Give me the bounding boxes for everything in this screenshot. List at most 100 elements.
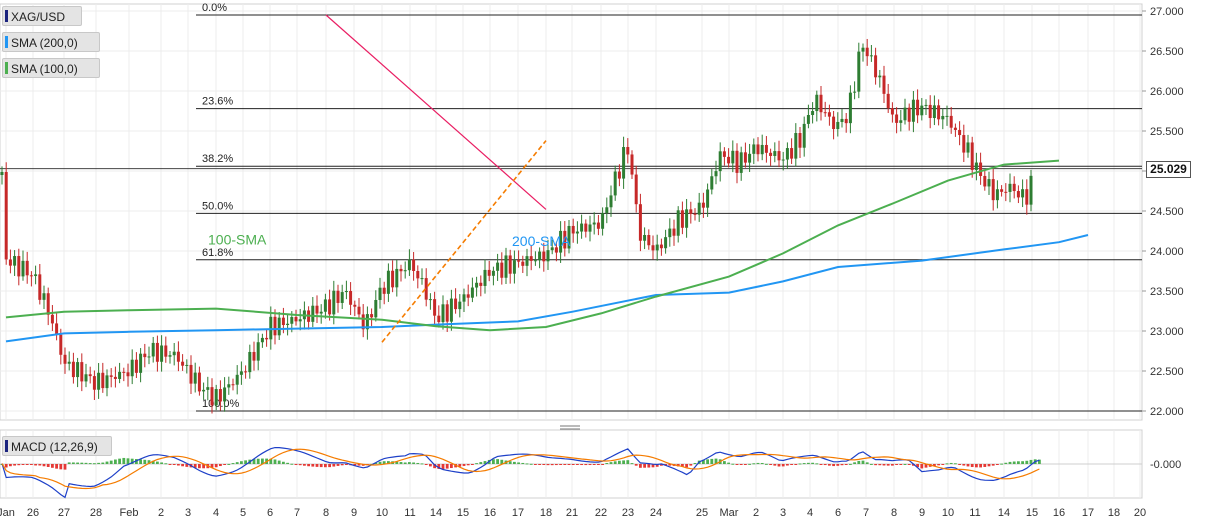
macd-histogram-bar	[907, 464, 911, 465]
macd-histogram-bar	[21, 464, 25, 466]
macd-histogram-bar	[592, 464, 596, 465]
y-tick-label: 24.000	[1150, 246, 1184, 258]
macd-histogram-bar	[261, 458, 264, 464]
x-tick-label: 5	[240, 507, 246, 519]
candle-body	[878, 75, 882, 78]
x-tick-label: 8	[323, 507, 329, 519]
candle-body	[664, 237, 668, 249]
candle-body	[483, 269, 487, 286]
macd-histogram-bar	[307, 464, 310, 467]
candle-body	[895, 114, 899, 123]
candle-body	[231, 384, 235, 386]
macd-histogram-bar	[878, 464, 882, 466]
candle-body	[685, 209, 689, 228]
candle-body	[109, 375, 113, 377]
candle-body	[567, 225, 571, 249]
candle-body	[281, 317, 285, 326]
candle-body	[155, 342, 159, 362]
macd-histogram-bar	[622, 460, 625, 464]
candle-body	[643, 234, 647, 241]
macd-histogram-bar	[954, 463, 957, 465]
candle-body	[25, 260, 29, 276]
x-tick-label: Jan	[0, 507, 15, 519]
candle-body	[1025, 189, 1029, 205]
candle-body	[794, 133, 798, 159]
macd-histogram-bar	[756, 462, 760, 464]
macd-histogram-bar	[332, 464, 336, 467]
candle-body	[899, 120, 903, 123]
macd-histogram-bar	[836, 464, 840, 466]
candle-body	[437, 315, 441, 323]
candle-body	[441, 304, 445, 323]
sma200-legend[interactable]: SMA (200,0)	[2, 32, 100, 52]
candle-body	[504, 255, 508, 278]
candle-body	[164, 345, 168, 357]
candle-body	[924, 104, 928, 106]
candle-body	[630, 154, 634, 175]
candle-body	[42, 293, 46, 300]
candle-body	[823, 112, 827, 114]
candle-body	[193, 372, 197, 384]
macd-histogram-bar	[844, 464, 848, 465]
macd-histogram-bar	[765, 463, 768, 465]
macd-legend[interactable]: MACD (12,26,9)	[2, 436, 112, 456]
macd-histogram-bar	[1025, 460, 1029, 464]
macd-histogram-bar	[916, 464, 919, 468]
candle-body	[739, 152, 743, 173]
macd-histogram-bar	[996, 464, 999, 465]
candle-body	[735, 150, 739, 173]
instrument-label[interactable]: XAG/USD	[2, 6, 82, 26]
sma100-legend[interactable]: SMA (100,0)	[2, 58, 100, 78]
candle-body	[71, 361, 75, 378]
candle-body	[693, 213, 697, 215]
macd-histogram-bar	[496, 459, 499, 464]
macd-histogram-bar	[328, 464, 331, 468]
macd-histogram-bar	[42, 464, 46, 467]
candle-body	[97, 372, 101, 390]
x-tick-label: 26	[27, 507, 39, 519]
macd-histogram-bar	[336, 464, 340, 466]
macd-histogram-bar	[559, 464, 562, 465]
candle-body	[286, 323, 290, 326]
macd-histogram-bar	[912, 464, 915, 466]
macd-histogram-bar	[223, 464, 226, 465]
macd-histogram-bar	[849, 463, 852, 465]
x-tick-label: 18	[540, 507, 552, 519]
candle-body	[718, 151, 722, 172]
candle-body	[529, 256, 533, 261]
candle-body	[311, 305, 315, 322]
macd-histogram-bar	[685, 464, 688, 468]
macd-histogram-bar	[471, 464, 474, 465]
candle-body	[466, 294, 470, 298]
x-tick-label: 8	[891, 507, 897, 519]
candle-body	[743, 152, 747, 163]
macd-histogram-bar	[1017, 461, 1020, 464]
macd-histogram-bar	[80, 462, 84, 464]
candle-body	[588, 224, 592, 232]
candle-body	[34, 274, 38, 277]
candle-body	[50, 314, 54, 324]
candle-body	[991, 179, 995, 201]
macd-histogram-bar	[643, 464, 646, 468]
candle-body	[596, 222, 600, 229]
macd-histogram-bar	[542, 464, 546, 465]
candle-body	[840, 118, 844, 122]
candle-body	[172, 351, 176, 356]
macd-histogram-bar	[752, 463, 756, 465]
candle-body	[294, 317, 298, 322]
candle-body	[756, 144, 760, 155]
candle-body	[395, 268, 399, 288]
candle-body	[886, 93, 890, 109]
x-tick-label: 2	[753, 507, 759, 519]
macd-histogram-bar	[781, 464, 785, 467]
x-tick-label: 4	[807, 507, 813, 519]
sma200-legend-text: SMA (200,0)	[11, 36, 78, 50]
current-price-tag: 25.029	[1146, 161, 1191, 178]
candle-body	[836, 121, 840, 130]
candle-body	[815, 94, 819, 112]
macd-histogram-bar	[639, 464, 642, 468]
candle-body	[252, 351, 256, 361]
sma100-line	[5, 159, 1060, 332]
macd-histogram-bar	[693, 462, 697, 464]
macd-histogram-bar	[101, 462, 105, 464]
